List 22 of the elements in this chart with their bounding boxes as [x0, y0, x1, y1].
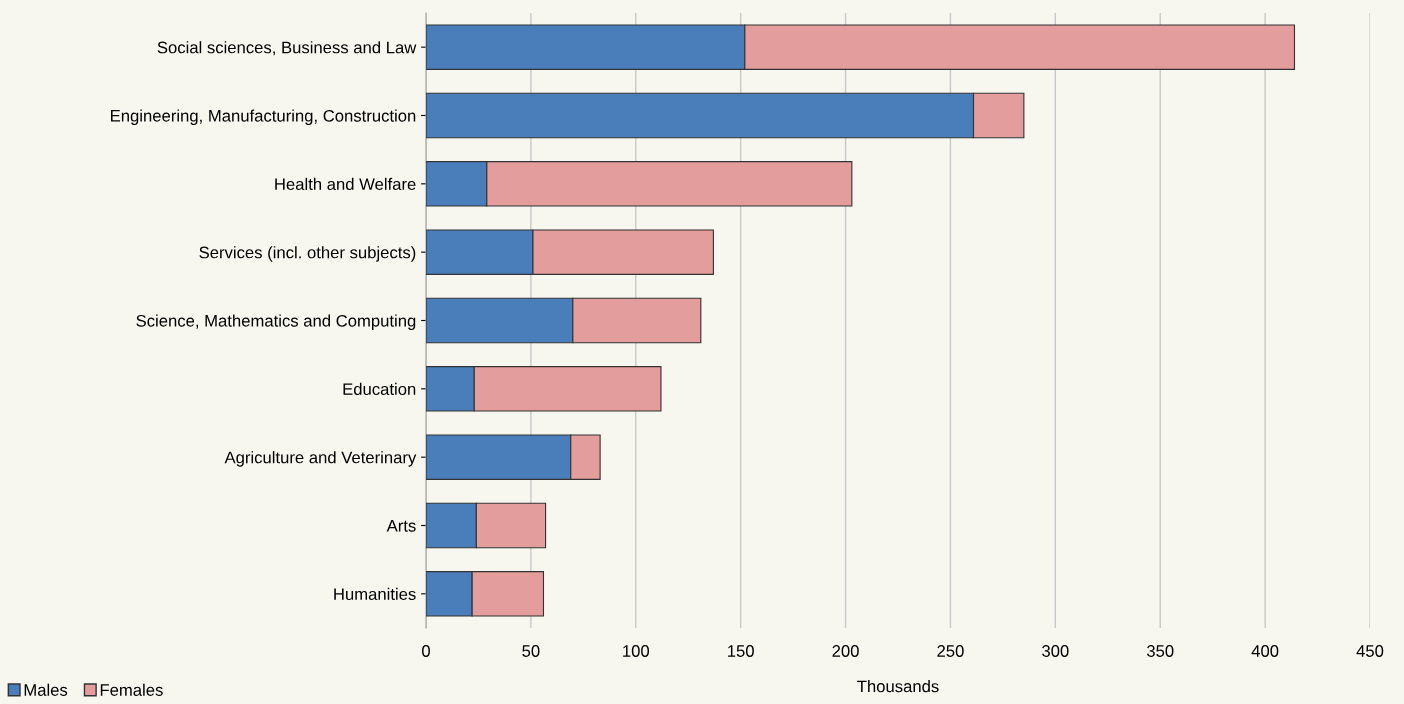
- x-tick-label: 50: [522, 645, 540, 657]
- y-tick-label: Science, Mathematics and Computing: [136, 314, 416, 330]
- y-tick-label: Services (incl. other subjects): [199, 246, 416, 262]
- y-tick-label: Health and Welfare: [275, 177, 416, 191]
- y-tick-label: Arts: [386, 520, 416, 532]
- legend-label: Females: [100, 683, 163, 696]
- y-tick-label: Engineering, Manufacturing, Construction: [111, 109, 416, 125]
- x-tick-label: 200: [832, 645, 859, 657]
- x-tick-label: 350: [1146, 645, 1174, 657]
- legend-label: Males: [24, 683, 68, 696]
- x-tick-label: 450: [1356, 645, 1384, 657]
- x-tick-label: 0: [422, 645, 430, 657]
- x-tick-label: 300: [1042, 645, 1069, 657]
- x-axis-title: Thousands: [857, 680, 939, 693]
- y-tick-label: Education: [343, 382, 416, 396]
- y-tick-label: Social sciences, Business and Law: [157, 41, 417, 56]
- y-tick-label: Humanities: [334, 587, 416, 601]
- x-tick-label: 250: [937, 645, 964, 657]
- x-tick-label: 150: [728, 645, 754, 657]
- y-tick-label: Agriculture and Veterinary: [224, 451, 417, 467]
- x-tick-label: 400: [1251, 645, 1279, 657]
- x-tick-label: 100: [623, 645, 650, 657]
